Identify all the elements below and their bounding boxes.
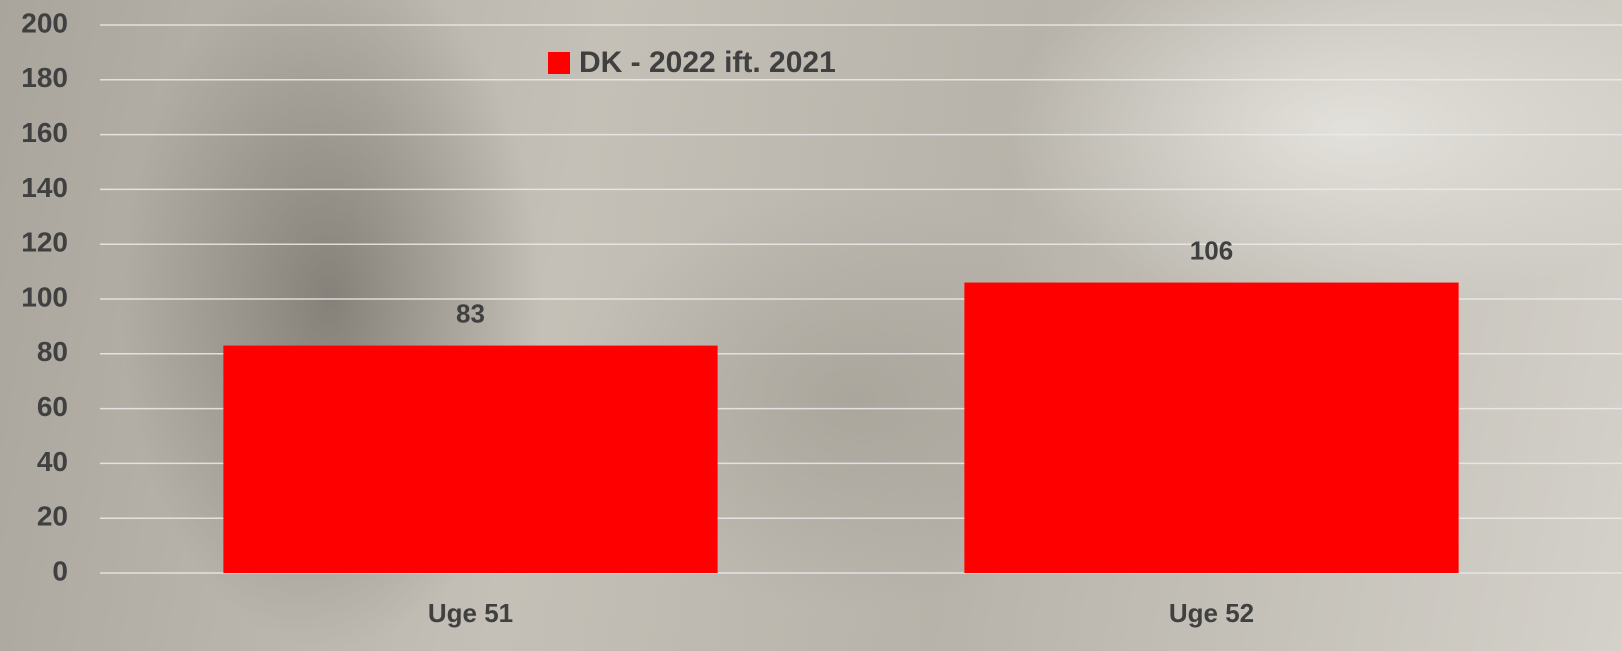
bar bbox=[964, 283, 1458, 573]
data-label: 106 bbox=[1190, 235, 1233, 265]
legend-swatch bbox=[548, 52, 570, 74]
y-tick-label: 180 bbox=[21, 62, 68, 93]
data-label: 83 bbox=[456, 298, 485, 328]
y-tick-label: 60 bbox=[37, 391, 68, 422]
legend-label: DK - 2022 ift. 2021 bbox=[579, 46, 836, 79]
x-tick-label: Uge 52 bbox=[1169, 598, 1254, 628]
x-tick-label: Uge 51 bbox=[428, 598, 513, 628]
y-tick-label: 160 bbox=[21, 117, 68, 148]
chart-background: 0 20 40 60 80 100 120 140 160 180 200 Uge 51 83 Uge 5… bbox=[0, 0, 1622, 651]
y-tick-label: 140 bbox=[21, 172, 68, 203]
y-tick-label: 0 bbox=[52, 555, 68, 586]
chart: 0 20 40 60 80 100 120 140 160 180 200 Uge 51 83 Uge 5… bbox=[0, 0, 1622, 651]
y-tick-label: 80 bbox=[37, 336, 68, 367]
y-tick-label: 40 bbox=[37, 446, 68, 477]
y-tick-label: 120 bbox=[21, 227, 68, 258]
y-tick-label: 100 bbox=[21, 281, 68, 312]
y-tick-label: 200 bbox=[21, 7, 68, 38]
y-tick-label: 20 bbox=[37, 501, 68, 532]
bar bbox=[223, 346, 717, 573]
